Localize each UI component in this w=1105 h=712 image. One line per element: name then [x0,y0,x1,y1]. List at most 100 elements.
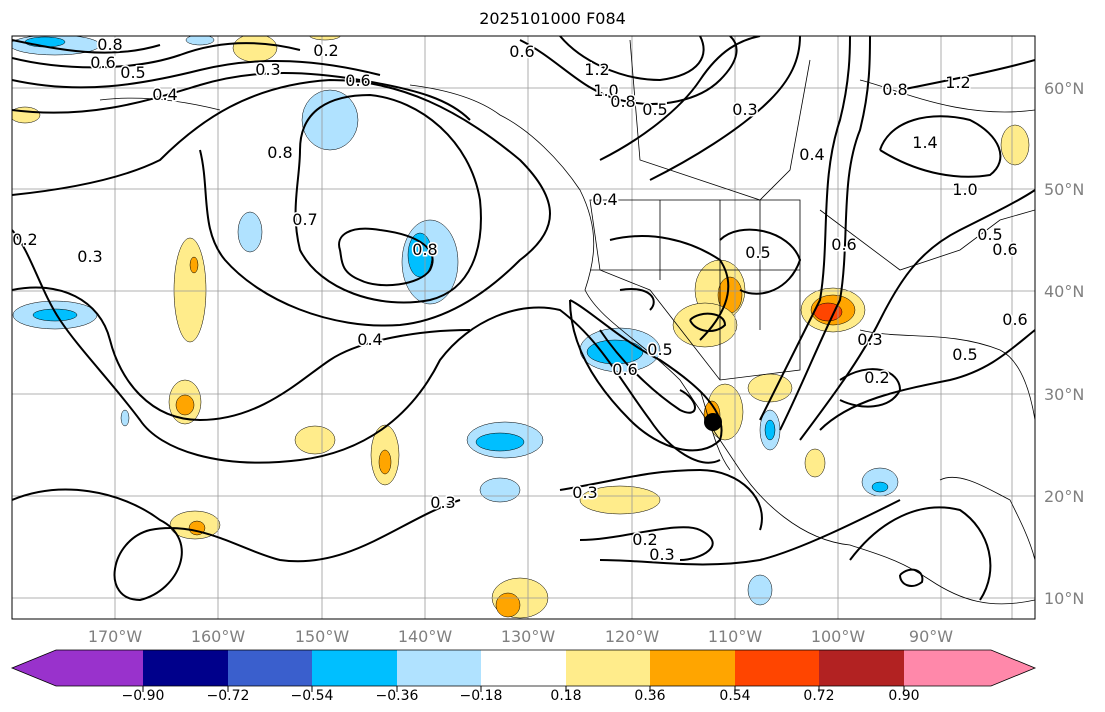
contour-label: 0.3 [649,545,674,564]
contour-line [519,36,738,105]
lon-tick-label: 160°W [191,627,246,646]
contour-label: 0.2 [313,41,338,60]
colorbar-segment [397,650,481,686]
contour-line [12,59,381,89]
contour-line [689,312,727,332]
contour-label: 0.6 [831,235,856,254]
contour-label: 0.8 [610,92,635,111]
contour-line [559,36,705,82]
contour-label: 0.4 [357,330,382,349]
anomaly-region [120,409,130,427]
contour-lines [12,36,1035,602]
lon-tick-label: 100°W [811,627,866,646]
lon-tick-label: 90°W [909,627,953,646]
anomaly-region [804,448,826,478]
contour-label: 0.8 [267,143,292,162]
anomaly-region [301,89,359,151]
lon-tick-label: 120°W [605,627,660,646]
contour-label: 0.4 [592,190,617,209]
lon-tick-label: 150°W [295,627,350,646]
anomaly-region [579,485,661,515]
lon-tick-label: 130°W [501,627,556,646]
contour-line [839,368,902,408]
contour-line [12,39,161,54]
contour-line [599,499,901,566]
contour-line [619,288,655,311]
anomaly-region [378,449,392,475]
contour-line [579,526,714,561]
colorbar-segment [481,650,566,686]
coastline [409,84,1035,605]
colorbar-tick-label: −0.36 [376,688,419,704]
contour-line [899,59,1035,91]
contour-line [12,78,551,327]
colorbar-tick-label: −0.90 [122,688,165,704]
lat-lon-grid [12,36,1035,619]
coastline [590,200,800,380]
contour-label: 0.7 [292,210,317,229]
contour-label: 0.8 [97,35,122,54]
lon-tick-label: 140°W [398,627,453,646]
contour-label: 1.2 [584,60,609,79]
contour-line [569,299,723,452]
contour-line [799,189,1035,441]
contour-label: 0.5 [647,340,672,359]
lat-tick-label: 10°N [1044,589,1084,608]
colorbar-segment [228,650,312,686]
coastline [99,97,221,111]
contour-label: 0.3 [77,247,102,266]
contour-label: 0.6 [509,42,534,61]
contour-line [12,72,471,121]
anomaly-region [672,302,738,348]
anomaly-region [475,432,525,452]
anomaly-region [32,308,78,322]
anomaly-region [495,592,521,618]
lat-tick-label: 30°N [1044,385,1084,404]
contour-label: 0.5 [745,243,770,262]
coastline [859,79,1035,113]
contour-label: 0.6 [1002,310,1027,329]
coastline [819,209,1035,271]
colorbar-outline [10,649,1037,687]
contour-label: 0.6 [345,71,370,90]
contour-label: 0.5 [952,345,977,364]
colorbar-tick-label: −0.72 [207,688,250,704]
colorbar-extend-high [904,650,1035,686]
contour-line [559,468,763,531]
contour-label: 0.8 [882,80,907,99]
anomaly-region [586,339,644,365]
colorbar: −0.90 −0.72 −0.54 −0.36 −0.18 0.18 0.36 0.54 0.7… [10,649,1037,704]
colorbar-tick-label: 0.36 [634,688,665,704]
contour-label: 0.6 [612,360,637,379]
contour-label: 0.5 [642,100,667,119]
contour-label: 0.3 [430,493,455,512]
contour-line [609,235,730,341]
lat-tick-label: 40°N [1044,282,1084,301]
anomaly-region [747,574,773,606]
colorbar-tick-label: −0.18 [460,688,503,704]
colorbar-segment [819,650,904,686]
contour-label: 0.3 [857,330,882,349]
contour-label: 0.6 [992,240,1017,259]
map-title: 2025101000 F084 [479,9,626,28]
contour-line [12,286,471,422]
colorbar-segment [650,650,735,686]
contour-line [12,488,461,602]
lat-tick-label: 60°N [1044,79,1084,98]
contour-line [12,42,301,69]
contour-line [899,568,924,587]
contour-label: 0.2 [632,530,657,549]
axis-ticks: 170°W 160°W 150°W 140°W 130°W 120°W 110°W 100°W… [88,79,1085,646]
contour-line [12,229,721,464]
anomaly-region [237,211,263,253]
contour-labels: 0.80.60.50.40.30.20.60.60.80.70.80.20.30… [12,35,1029,566]
anomaly-region [189,256,199,274]
colorbar-tick-label: 0.54 [719,688,750,704]
contour-line [599,36,761,161]
contour-line [849,506,992,601]
contour-line [879,115,1002,178]
contour-label: 0.4 [152,85,177,104]
contour-label: 0.8 [412,240,437,259]
anomaly-shading [12,36,1030,619]
contour-line [294,93,482,304]
